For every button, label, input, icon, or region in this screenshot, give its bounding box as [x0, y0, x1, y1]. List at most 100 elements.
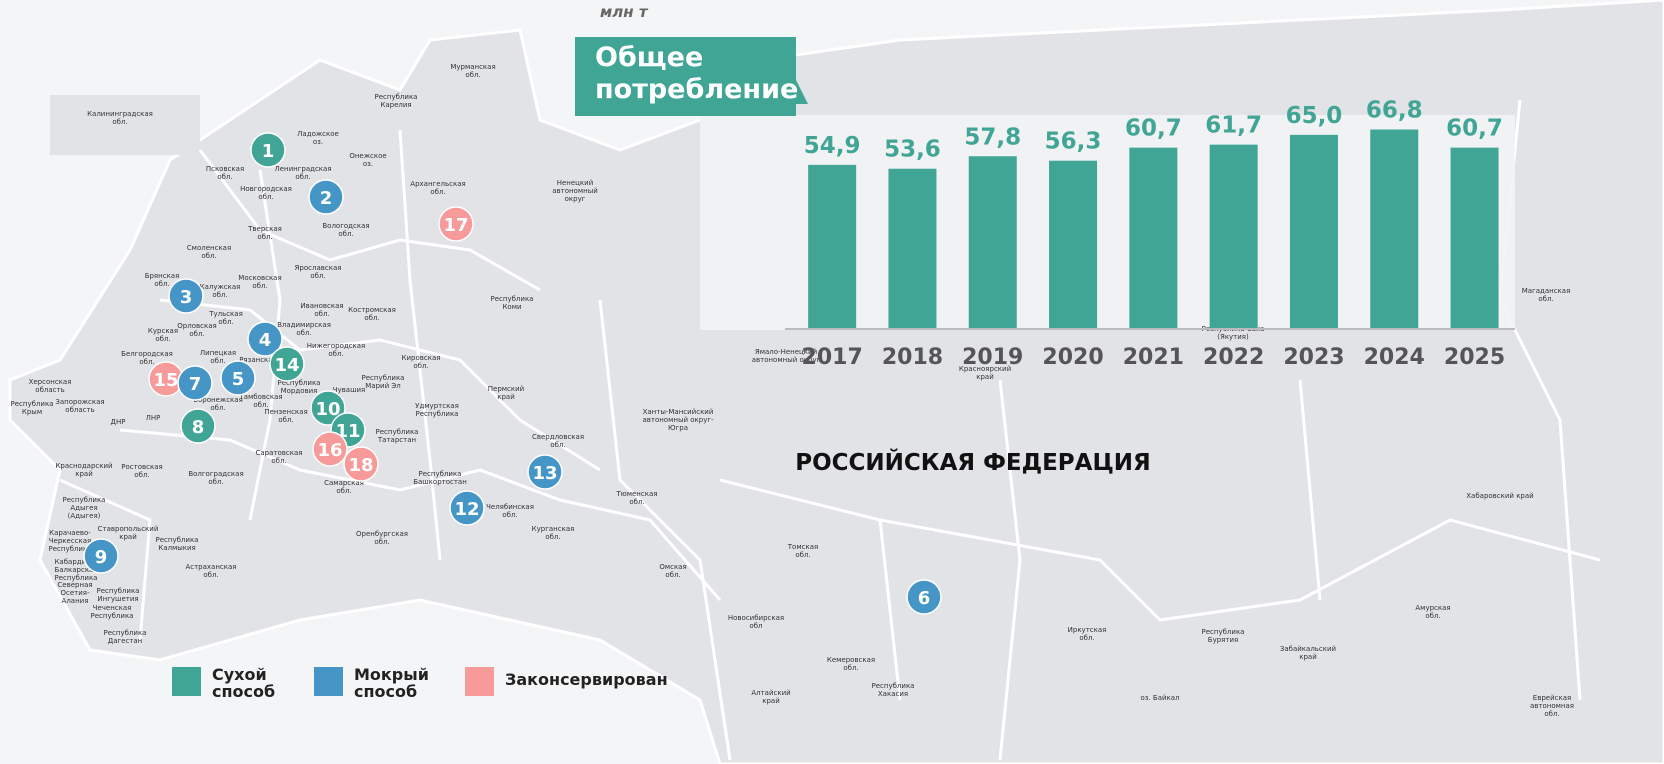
title-box: [575, 37, 808, 116]
value-label: 66,8: [1366, 98, 1423, 124]
region-name: ДНР: [111, 418, 126, 426]
region-name: Республика: [49, 545, 92, 553]
region-name: Республика: [375, 93, 418, 101]
site-number: 18: [348, 455, 373, 476]
bar: [808, 164, 857, 328]
region-name: обл.: [1425, 612, 1440, 620]
x-tick-label: 2022: [1203, 345, 1264, 370]
region-name: Мурманская: [450, 63, 495, 71]
site-number: 15: [153, 370, 178, 391]
region-name: Ингушетия: [97, 595, 138, 603]
region-name: обл.: [795, 551, 810, 559]
region-name: обл.: [296, 329, 311, 337]
region-name: Ладожское: [297, 130, 339, 138]
region-name: Смоленская: [187, 244, 231, 252]
site-number: 1: [262, 141, 275, 162]
region-name: Мордовия: [281, 387, 318, 395]
region-name: Кировская: [402, 354, 441, 362]
region-name: Еврейская: [1533, 694, 1571, 702]
region-name: Тверская: [247, 225, 282, 233]
x-tick-label: 2023: [1283, 345, 1344, 370]
region-name: Волгоградская: [188, 470, 243, 478]
region-label: ЛНР: [146, 414, 161, 422]
region-name: Курганская: [532, 525, 575, 533]
site-number: 10: [315, 399, 340, 420]
region-name: Иркутская: [1068, 626, 1107, 634]
region-name: Черкесская: [49, 537, 92, 545]
region-name: Дагестан: [108, 637, 143, 645]
region-name: Ханты-Мансийский: [643, 408, 714, 416]
region-name: обл.: [502, 511, 517, 519]
site-number: 3: [180, 287, 193, 308]
region-name: обл.: [271, 457, 286, 465]
region-name: обл.: [201, 252, 216, 260]
site-number: 4: [259, 330, 272, 351]
region-name: Ленинградская: [274, 165, 331, 173]
country-label: РОССИЙСКАЯ ФЕДЕРАЦИЯ: [795, 448, 1151, 476]
region-name: Калужская: [200, 283, 241, 291]
region-name: обл.: [336, 487, 351, 495]
site-marker: [269, 346, 305, 382]
site-marker: [308, 179, 344, 215]
region-name: обл.: [112, 118, 127, 126]
bar: [1129, 147, 1178, 328]
region-name: обл.: [295, 173, 310, 181]
region-name: обл.: [1079, 634, 1094, 642]
region-name: Оренбургская: [356, 530, 408, 538]
region-name: Амурская: [1415, 604, 1450, 612]
region-name: Томская: [787, 543, 818, 551]
region-name: обл.: [257, 233, 272, 241]
x-tick-label: 2021: [1123, 345, 1184, 370]
region-name: обл.: [154, 280, 169, 288]
x-tick-label: 2017: [802, 345, 863, 370]
region-name: обл.: [203, 571, 218, 579]
region-name: обл.: [217, 173, 232, 181]
region-name: Удмуртская: [415, 402, 459, 410]
region-name: Хакасия: [878, 690, 908, 698]
value-label: 60,7: [1125, 116, 1182, 142]
region-name: оз.: [363, 160, 373, 168]
region-name: обл.: [210, 404, 225, 412]
region-name: Орловская: [177, 322, 216, 330]
region-name: обл.: [252, 282, 267, 290]
value-label: 60,7: [1446, 116, 1503, 142]
region-name: обл.: [278, 416, 293, 424]
site-marker: [312, 431, 348, 467]
region-name: обл.: [328, 350, 343, 358]
region-name: Владимирская: [277, 321, 331, 329]
region-name: обл.: [189, 330, 204, 338]
region-name: Адыгея: [70, 504, 97, 512]
bar: [1209, 144, 1258, 328]
region-name: Карачаево-: [49, 529, 91, 537]
region-name: Республика: [376, 428, 419, 436]
region-name: Костромская: [348, 306, 396, 314]
value-label: 65,0: [1286, 103, 1343, 129]
region-name: обл.: [314, 310, 329, 318]
region-name: Балкарская: [54, 566, 97, 574]
region-name: Забайкальский: [1280, 645, 1336, 653]
region-name: Липецкая: [200, 349, 236, 357]
bar: [968, 156, 1017, 328]
site-number: 6: [918, 588, 931, 609]
region-name: Республика: [362, 374, 405, 382]
region-name: край: [1299, 653, 1317, 661]
region-name: Республика: [104, 629, 147, 637]
region-name: Нижегородская: [307, 342, 366, 350]
